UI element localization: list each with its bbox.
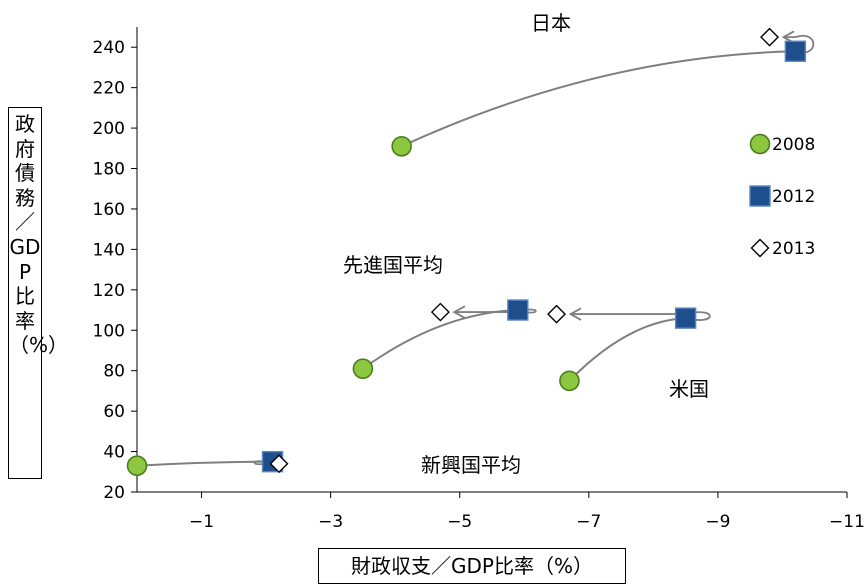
y-tick-label: 240 — [93, 38, 125, 58]
legend-label: 2012 — [772, 187, 815, 207]
marker-2013 — [269, 454, 289, 474]
legend-label: 2013 — [772, 239, 815, 259]
marker-2012 — [749, 185, 771, 207]
marker-2008 — [749, 133, 771, 155]
y-tick-label: 220 — [93, 79, 125, 99]
x-tick-label: −1 — [189, 512, 214, 532]
group-label: 新興国平均 — [421, 453, 521, 477]
path-2008-2012 — [136, 460, 273, 467]
group-label: 日本 — [531, 11, 571, 35]
marker-2008 — [352, 358, 374, 379]
trajectory-paths — [136, 30, 815, 471]
y-tick-label: 40 — [103, 443, 125, 463]
marker-2008 — [126, 455, 148, 477]
axes: 20 40 60 80 100 120 140 160 180 200 220 240 −1 −3 −5 −7… — [93, 27, 865, 532]
marker-2012 — [784, 40, 807, 62]
x-axis-title: 財政収支／GDP比率（%） — [318, 548, 626, 584]
marker-2012 — [674, 307, 697, 329]
data-points — [126, 27, 807, 477]
x-tick-label: −9 — [705, 512, 730, 532]
y-axis-title: 政府債務／GDP比率（%） — [9, 112, 69, 358]
y-tick-label: 200 — [93, 119, 125, 139]
x-tick-label: −5 — [447, 512, 472, 532]
legend-label: 2008 — [772, 135, 815, 155]
legend: 2008 2012 2013 — [749, 133, 815, 259]
path-2008-2012 — [568, 317, 686, 382]
y-tick-label: 180 — [93, 160, 125, 180]
y-tick-label: 120 — [93, 281, 125, 301]
y-tick-label: 140 — [93, 240, 125, 260]
marker-2013 — [547, 304, 567, 324]
y-axis-title-box: 政府債務／GDP比率（%） — [8, 107, 69, 479]
group-label: 先進国平均 — [343, 253, 443, 277]
path-2008-2012 — [401, 50, 796, 148]
marker-2012 — [507, 299, 529, 321]
x-tick-label: −11 — [829, 512, 865, 532]
x-tick-label: −7 — [576, 512, 601, 532]
marker-2008 — [391, 135, 412, 157]
marker-2013 — [750, 238, 770, 258]
group-label: 米国 — [669, 377, 709, 401]
marker-2008 — [559, 370, 580, 392]
y-tick-label: 160 — [93, 200, 125, 220]
y-tick-label: 80 — [103, 362, 125, 382]
y-tick-label: 100 — [93, 321, 125, 341]
marker-2013 — [430, 302, 450, 322]
marker-2013 — [760, 27, 780, 47]
y-tick-label: 20 — [103, 483, 125, 503]
y-tick-label: 60 — [103, 402, 125, 422]
x-tick-label: −3 — [318, 512, 343, 532]
